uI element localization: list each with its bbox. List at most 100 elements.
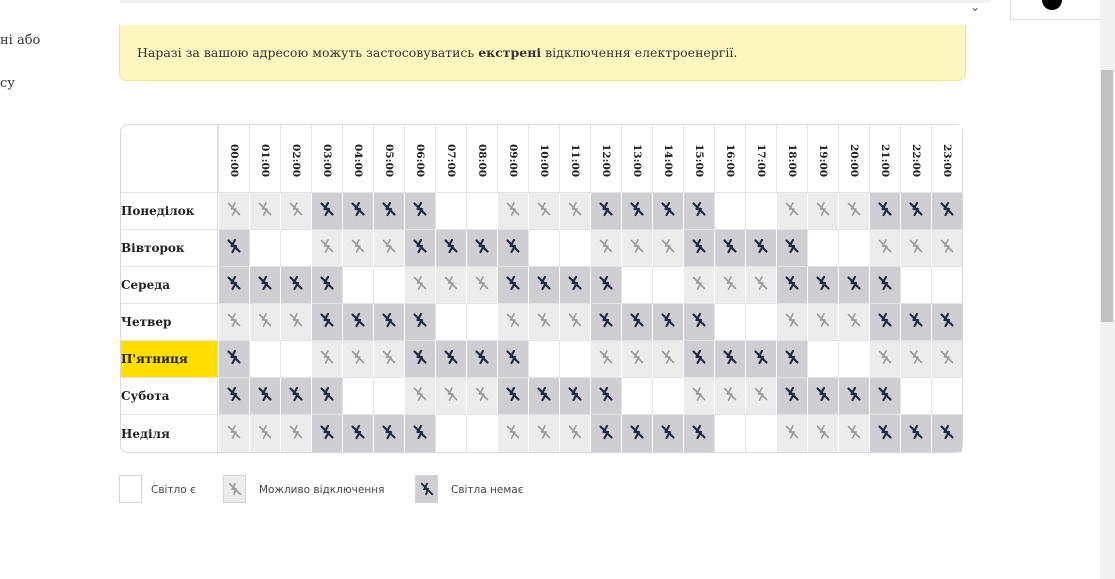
schedule-cell-off — [373, 304, 404, 341]
legend-swatch-maybe-off — [223, 475, 246, 503]
hour-label: 14:00 — [662, 143, 674, 177]
maybe-outage-icon — [413, 387, 427, 401]
no-power-icon — [537, 275, 551, 291]
no-power-icon — [878, 386, 892, 402]
no-power-icon — [692, 238, 706, 254]
no-power-icon — [940, 312, 954, 328]
schedule-cell-none — [342, 267, 373, 304]
schedule-cell-maybe — [218, 193, 249, 230]
no-power-icon — [413, 424, 427, 439]
schedule-cell-maybe — [404, 378, 435, 415]
no-power-icon — [754, 349, 768, 365]
schedule-cell-none — [745, 304, 776, 341]
maybe-outage-icon — [444, 276, 458, 290]
no-power-icon — [599, 275, 613, 291]
no-power-icon — [506, 386, 520, 402]
schedule-cell-maybe — [528, 193, 559, 230]
maybe-outage-icon — [568, 424, 582, 439]
maybe-outage-icon — [940, 239, 954, 253]
hour-label: 12:00 — [600, 143, 612, 177]
hour-header: 17:00 — [745, 125, 776, 193]
no-power-icon — [661, 201, 675, 217]
no-power-icon — [227, 275, 241, 291]
schedule-cell-off — [466, 230, 497, 267]
maybe-outage-icon — [847, 424, 861, 439]
schedule-cell-off — [280, 267, 311, 304]
schedule-cell-off — [931, 415, 962, 452]
scrollbar-thumb[interactable] — [1101, 70, 1113, 322]
no-power-icon — [382, 201, 396, 217]
maybe-outage-icon — [444, 387, 458, 401]
schedule-cell-off — [559, 378, 590, 415]
schedule-cell-maybe — [528, 415, 559, 452]
schedule-cell-maybe — [683, 267, 714, 304]
chevron-down-icon[interactable]: ⌄ — [970, 0, 981, 14]
schedule-cell-off — [218, 267, 249, 304]
hour-label: 08:00 — [476, 143, 488, 177]
maybe-outage-icon — [289, 313, 303, 327]
schedule-cell-none — [342, 378, 373, 415]
schedule-cell-off — [776, 267, 807, 304]
maybe-outage-icon — [816, 313, 830, 327]
schedule-cell-off — [404, 304, 435, 341]
schedule-cell-off — [931, 304, 962, 341]
maybe-outage-icon — [351, 239, 365, 253]
schedule-cell-off — [590, 378, 621, 415]
hour-label: 04:00 — [352, 143, 364, 177]
left-text-fragment-1: ні або — [0, 33, 41, 48]
schedule-cell-none — [931, 267, 962, 304]
schedule-cell-none — [900, 378, 931, 415]
alert-emphasis: екстрені — [478, 45, 542, 60]
schedule-cell-none — [559, 230, 590, 267]
schedule-cell-none — [714, 193, 745, 230]
schedule-cell-off — [683, 230, 714, 267]
schedule-cell-off — [435, 230, 466, 267]
maybe-outage-icon — [382, 350, 396, 364]
maybe-outage-icon — [258, 313, 272, 327]
schedule-cell-none — [931, 378, 962, 415]
schedule-cell-maybe — [838, 304, 869, 341]
schedule-cell-maybe — [497, 415, 528, 452]
schedule-cell-off — [311, 193, 342, 230]
hour-header: 08:00 — [466, 125, 497, 193]
schedule-cell-off — [590, 415, 621, 452]
no-power-icon — [506, 275, 520, 291]
no-power-icon — [537, 386, 551, 402]
schedule-cell-none — [373, 267, 404, 304]
no-power-icon — [630, 201, 644, 217]
schedule-cell-maybe — [559, 415, 590, 452]
schedule-cell-maybe — [621, 230, 652, 267]
hour-label: 03:00 — [321, 143, 333, 177]
hour-label: 18:00 — [786, 143, 798, 177]
header-account-box[interactable] — [1010, 0, 1101, 20]
top-bar: ⌄ — [0, 0, 1101, 25]
no-power-icon — [320, 201, 334, 217]
day-label: Понеділок — [121, 193, 218, 230]
no-power-icon — [289, 386, 303, 402]
schedule-cell-off — [249, 378, 280, 415]
schedule-cell-none — [838, 230, 869, 267]
hour-header: 13:00 — [621, 125, 652, 193]
no-power-icon — [568, 275, 582, 291]
hour-label: 01:00 — [259, 143, 271, 177]
no-power-icon — [351, 201, 365, 217]
no-power-icon — [475, 238, 489, 254]
legend-swatch-power-off — [415, 475, 438, 503]
no-power-icon — [909, 424, 923, 439]
hour-label: 23:00 — [941, 143, 953, 177]
schedule-cell-maybe — [497, 193, 528, 230]
schedule-cell-maybe — [218, 415, 249, 452]
schedule-cell-off — [621, 415, 652, 452]
schedule-cell-none — [249, 341, 280, 378]
no-power-icon — [382, 424, 396, 439]
user-icon[interactable] — [1042, 0, 1062, 10]
hour-label: 07:00 — [445, 143, 457, 177]
schedule-cell-off — [807, 378, 838, 415]
no-power-icon — [847, 275, 861, 291]
schedule-cell-none — [745, 415, 776, 452]
schedule-cell-off — [435, 341, 466, 378]
schedule-cell-off — [404, 341, 435, 378]
schedule-cell-off — [218, 230, 249, 267]
schedule-cell-maybe — [590, 341, 621, 378]
schedule-cell-maybe — [776, 415, 807, 452]
